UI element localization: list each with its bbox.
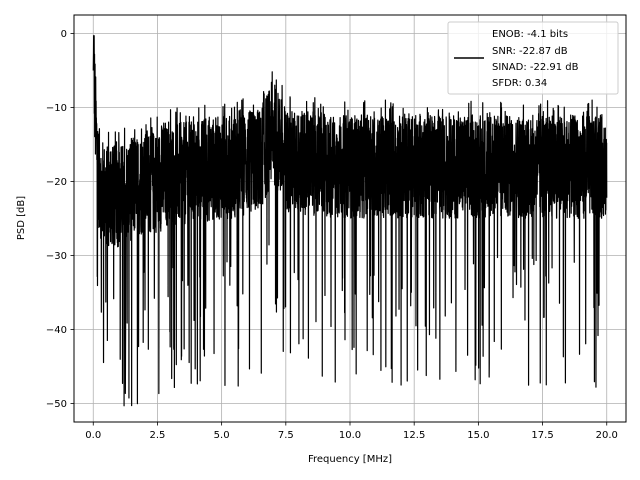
psd-trace (92, 35, 608, 407)
x-tick-label: 0.0 (85, 430, 101, 441)
legend: ENOB: -4.1 bits SNR: -22.87 dB SINAD: -2… (447, 21, 619, 95)
y-tick-label: −40 (46, 325, 67, 336)
x-tick-label: 15.0 (467, 430, 489, 441)
legend-snr: SNR: -22.87 dB (492, 46, 568, 57)
x-tick-label: 5.0 (214, 430, 230, 441)
x-tick-label: 17.5 (531, 430, 553, 441)
x-tick-label: 12.5 (403, 430, 425, 441)
y-tick-label: −50 (46, 399, 67, 410)
legend-sfdr: SFDR: 0.34 (492, 78, 547, 89)
x-tick-label: 7.5 (278, 430, 294, 441)
y-tick-label: −30 (46, 251, 67, 262)
x-tick-label: 20.0 (596, 430, 618, 441)
legend-sinad: SINAD: -22.91 dB (492, 62, 579, 73)
legend-enob: ENOB: -4.1 bits (492, 29, 568, 40)
legend-box (447, 21, 619, 95)
y-tick-label: −10 (46, 103, 67, 114)
y-axis-ticks: 0 −10 −20 −30 −40 −50 (46, 29, 74, 410)
psd-series (92, 35, 608, 407)
y-tick-label: −20 (46, 177, 67, 188)
y-axis-label: PSD [dB] (16, 196, 27, 240)
y-tick-label: 0 (61, 29, 67, 40)
x-tick-label: 2.5 (149, 430, 165, 441)
x-tick-label: 10.0 (339, 430, 361, 441)
x-axis-label: Frequency [MHz] (308, 454, 392, 465)
x-axis-ticks: 0.0 2.5 5.0 7.5 10.0 12.5 15.0 17.5 20.0 (85, 422, 618, 441)
